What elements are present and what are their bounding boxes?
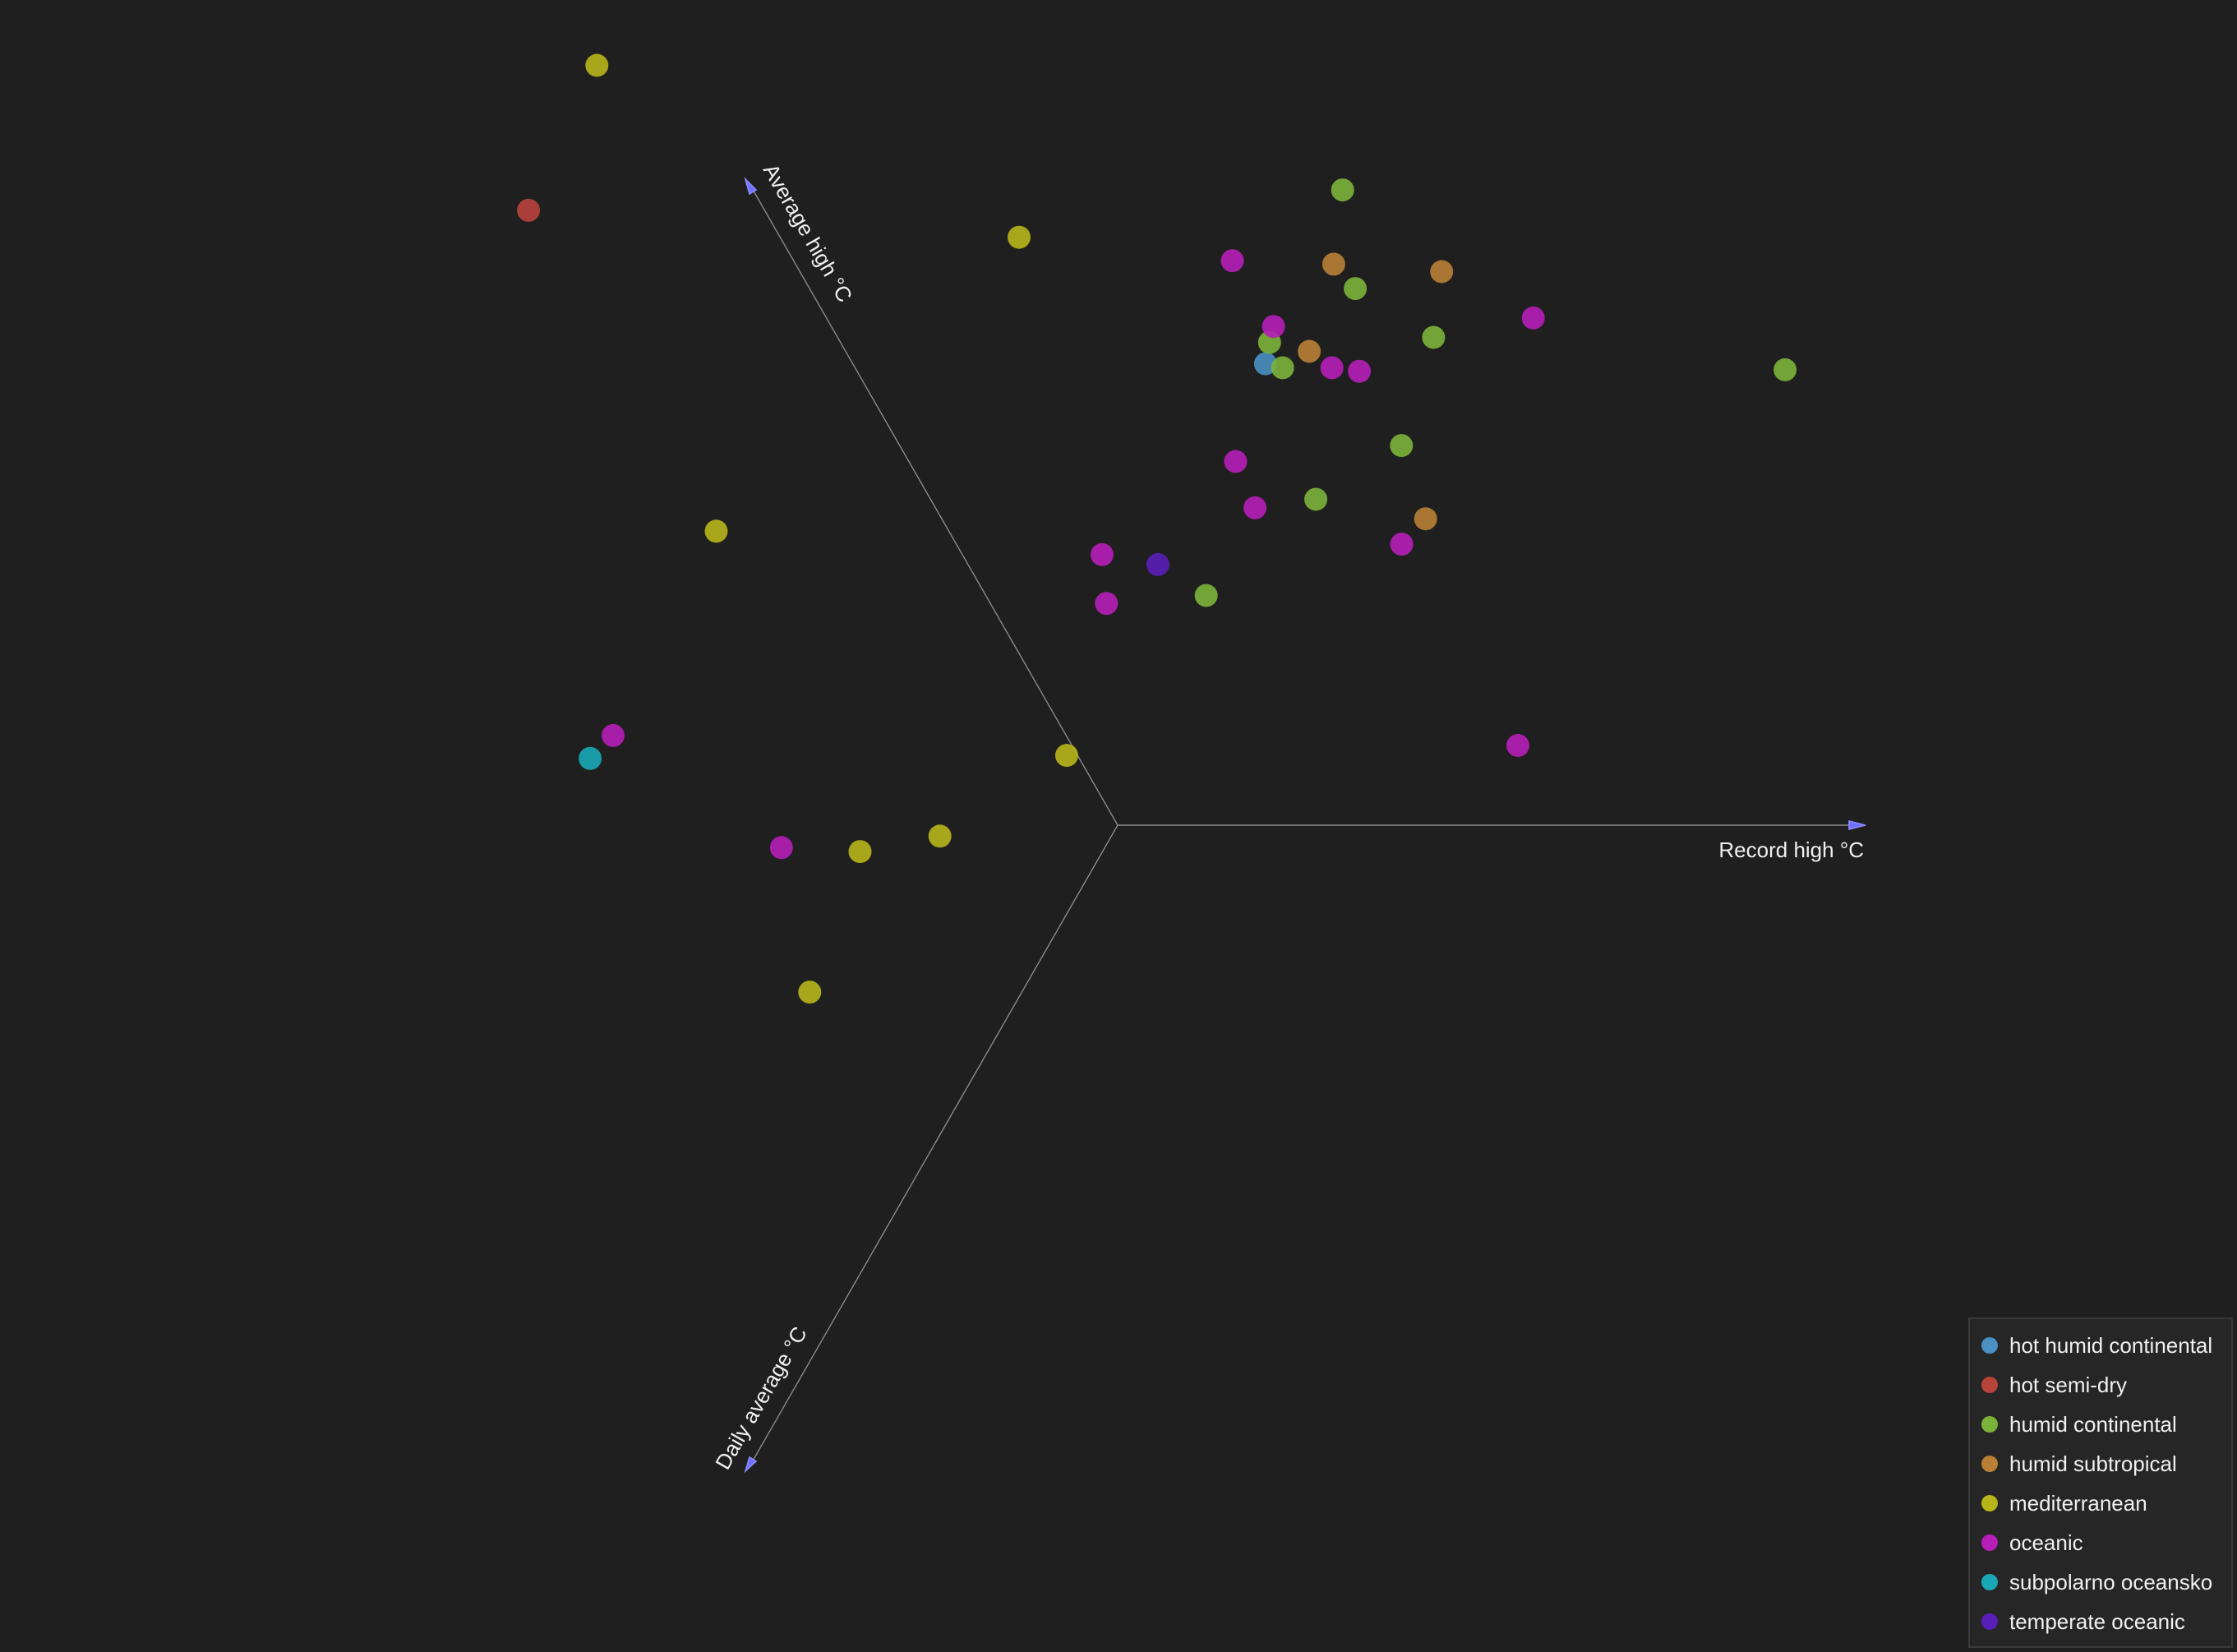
data-point-oceanic[interactable]: [1320, 356, 1344, 380]
legend-item-humid-subtropical[interactable]: humid subtropical: [1981, 1444, 2231, 1484]
legend-item-oceanic[interactable]: oceanic: [1981, 1523, 2231, 1562]
points-layer: [517, 53, 1797, 1004]
legend: hot humid continental hot semi-dry humid…: [1968, 1317, 2233, 1648]
data-point-mediterranean[interactable]: [848, 840, 872, 864]
data-point-oceanic[interactable]: [1506, 734, 1529, 757]
data-point-temperate-oceanic[interactable]: [1146, 552, 1169, 576]
data-point-oceanic[interactable]: [1091, 542, 1114, 566]
legend-swatch-icon: [1981, 1495, 1998, 1511]
legend-swatch-icon: [1981, 1534, 1998, 1551]
data-point-humid-continental[interactable]: [1194, 584, 1218, 607]
legend-swatch-icon: [1981, 1377, 1998, 1393]
legend-item-humid-continental[interactable]: humid continental: [1981, 1405, 2231, 1444]
data-point-mediterranean[interactable]: [798, 981, 822, 1004]
z-axis-label: Daily average °C: [710, 1322, 812, 1474]
legend-label: temperate oceanic: [2009, 1608, 2185, 1634]
data-point-humid-continental[interactable]: [1773, 358, 1797, 381]
legend-item-mediterranean[interactable]: mediterranean: [1981, 1484, 2231, 1523]
legend-label: humid subtropical: [2009, 1451, 2177, 1476]
data-point-humid-continental[interactable]: [1390, 434, 1414, 458]
data-point-mediterranean[interactable]: [585, 53, 609, 77]
data-point-oceanic[interactable]: [1095, 592, 1118, 616]
legend-label: hot humid continental: [2009, 1332, 2213, 1358]
legend-item-subpolarno-oceansko[interactable]: subpolarno oceansko: [1981, 1562, 2231, 1602]
legend-item-hot-humid-continental[interactable]: hot humid continental: [1981, 1326, 2231, 1365]
data-point-humid-subtropical[interactable]: [1298, 339, 1321, 363]
data-point-hot-semi-dry[interactable]: [517, 198, 541, 222]
data-point-oceanic[interactable]: [769, 836, 793, 860]
data-point-mediterranean[interactable]: [928, 824, 952, 848]
data-point-humid-continental[interactable]: [1271, 356, 1294, 380]
data-point-mediterranean[interactable]: [1008, 225, 1031, 249]
z-axis-line: [748, 824, 1118, 1469]
data-point-oceanic[interactable]: [602, 723, 625, 747]
data-point-humid-subtropical[interactable]: [1430, 260, 1454, 284]
legend-item-temperate-oceanic[interactable]: temperate oceanic: [1981, 1602, 2231, 1641]
data-point-oceanic[interactable]: [1220, 249, 1244, 273]
legend-item-hot-semi-dry[interactable]: hot semi-dry: [1981, 1365, 2231, 1405]
data-point-humid-continental[interactable]: [1344, 277, 1368, 301]
data-point-humid-continental[interactable]: [1331, 178, 1354, 202]
legend-label: hot semi-dry: [2009, 1372, 2128, 1397]
data-point-humid-continental[interactable]: [1304, 487, 1328, 511]
data-point-oceanic[interactable]: [1243, 496, 1267, 519]
axes-layer: Record high °C Average high °C Daily ave…: [710, 159, 1866, 1474]
x-axis-label: Record high °C: [1718, 838, 1864, 862]
legend-swatch-icon: [1981, 1416, 1998, 1433]
legend-swatch-icon: [1981, 1574, 1998, 1590]
data-point-oceanic[interactable]: [1261, 315, 1285, 339]
legend-label: oceanic: [2009, 1530, 2083, 1555]
data-point-humid-subtropical[interactable]: [1414, 507, 1437, 531]
data-point-oceanic[interactable]: [1390, 533, 1414, 556]
legend-swatch-icon: [1981, 1337, 1998, 1354]
data-point-mediterranean[interactable]: [1055, 744, 1078, 768]
data-point-humid-subtropical[interactable]: [1321, 252, 1345, 276]
data-point-oceanic[interactable]: [1348, 359, 1372, 383]
data-point-oceanic[interactable]: [1521, 306, 1545, 330]
data-point-oceanic[interactable]: [1224, 450, 1248, 473]
x-axis-arrow-icon: [1848, 819, 1866, 831]
legend-swatch-icon: [1981, 1456, 1998, 1472]
data-point-humid-continental[interactable]: [1422, 325, 1446, 349]
y-axis-line: [748, 182, 1118, 826]
data-point-mediterranean[interactable]: [704, 519, 728, 543]
legend-label: mediterranean: [2009, 1490, 2147, 1516]
legend-label: humid continental: [2009, 1411, 2177, 1437]
legend-label: subpolarno oceansko: [2009, 1569, 2213, 1594]
data-point-subpolarno-oceansko[interactable]: [579, 746, 602, 770]
y-axis-label: Average high °C: [759, 159, 858, 307]
z-axis-arrow-icon: [744, 1456, 758, 1474]
legend-swatch-icon: [1981, 1613, 1998, 1630]
y-axis-arrow-icon: [744, 177, 758, 196]
